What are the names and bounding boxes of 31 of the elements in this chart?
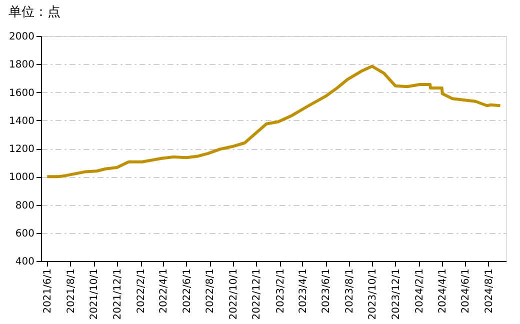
x-tick-label: 2022/6/1 [182,268,193,314]
x-tick-label: 2022/2/1 [136,268,148,314]
x-tick-label: 2022/10/1 [228,268,240,320]
x-tick-label: 2021/10/1 [89,268,100,320]
x-tick-label: 2024/4/1 [437,268,448,314]
x-tick-label: 2023/10/1 [368,268,379,320]
x-tick-label: 2023/6/1 [321,268,332,314]
x-tick-label: 2022/8/1 [205,268,216,314]
x-tick-label: 2024/2/1 [414,268,426,314]
x-tick-label: 2024/6/1 [460,268,472,314]
x-tick-label: 2023/12/1 [390,268,402,320]
x-tick-label: 2023/2/1 [275,268,286,314]
y-tick-label: 1200 [9,144,34,155]
y-tick-label: 400 [15,256,34,268]
x-tick-label: 2021/8/1 [66,268,77,314]
y-tick-label: 800 [15,200,34,212]
x-tick-label: 2022/4/1 [158,268,170,314]
y-tick-label: 2000 [9,32,34,42]
y-tick-label: 1000 [9,172,34,184]
y-tick-label: 1400 [9,116,34,127]
x-tick-label: 2021/6/1 [42,268,54,314]
x-tick-label: 2022/12/1 [252,268,263,320]
x-tick-label: 2024/8/1 [484,268,495,314]
y-tick-label: 600 [15,228,34,240]
line-series [46,64,502,178]
x-tick-label: 2021/12/1 [112,268,124,320]
x-tick-label: 2023/8/1 [344,268,356,314]
x-tick-label: 2023/4/1 [298,268,309,314]
y-tick-label: 1800 [9,60,34,71]
chart-title: 单位：点 [8,5,61,20]
y-tick-label: 1600 [9,88,34,99]
